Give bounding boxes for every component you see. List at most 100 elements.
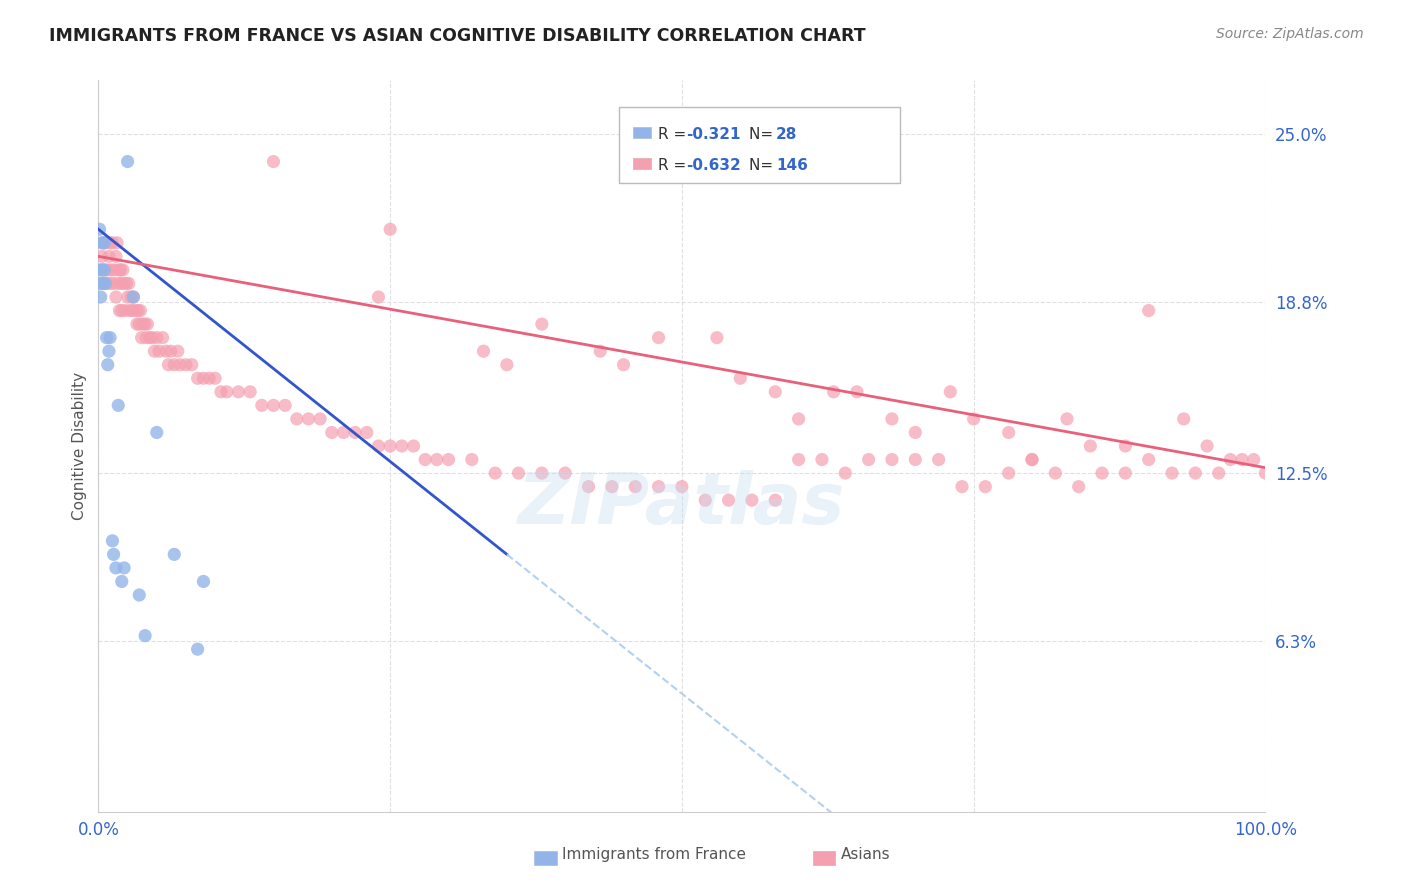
Text: R =: R = <box>658 127 692 142</box>
Point <box>250 398 273 412</box>
Point <box>1080 439 1102 453</box>
Point <box>152 331 174 345</box>
Point <box>121 303 143 318</box>
Point <box>437 452 460 467</box>
Point <box>209 384 232 399</box>
Point <box>110 263 132 277</box>
Text: -0.632: -0.632 <box>686 158 741 173</box>
Point <box>496 358 519 372</box>
Point <box>380 222 402 236</box>
Point <box>169 358 191 372</box>
Point <box>974 480 997 494</box>
Text: ZIPatlas: ZIPatlas <box>519 470 845 539</box>
Point <box>706 331 728 345</box>
Point <box>103 277 125 291</box>
Text: IMMIGRANTS FROM FRANCE VS ASIAN COGNITIVE DISABILITY CORRELATION CHART: IMMIGRANTS FROM FRANCE VS ASIAN COGNITIV… <box>49 27 866 45</box>
Point <box>134 317 156 331</box>
Point <box>96 277 118 291</box>
Point <box>695 493 717 508</box>
Point <box>111 303 134 318</box>
Point <box>309 412 332 426</box>
Point <box>131 331 153 345</box>
Point <box>1021 452 1043 467</box>
Point <box>367 439 389 453</box>
Point <box>127 303 149 318</box>
Point <box>114 303 136 318</box>
Point <box>484 466 506 480</box>
Point <box>530 466 553 480</box>
Point <box>391 439 413 453</box>
Point <box>104 249 127 263</box>
Point <box>1184 466 1206 480</box>
Point <box>367 290 389 304</box>
Text: Asians: Asians <box>841 847 890 862</box>
Point <box>1219 452 1241 467</box>
Point <box>1254 466 1277 480</box>
Point <box>426 452 449 467</box>
Point <box>787 412 810 426</box>
Point <box>118 303 141 318</box>
Point <box>112 561 135 575</box>
Point <box>671 480 693 494</box>
Text: 28: 28 <box>776 127 797 142</box>
Point <box>997 466 1019 480</box>
Point <box>297 412 319 426</box>
Point <box>117 290 139 304</box>
Point <box>155 344 177 359</box>
Point <box>950 480 973 494</box>
Point <box>402 439 425 453</box>
Point <box>624 480 647 494</box>
Point <box>90 263 112 277</box>
Point <box>125 317 148 331</box>
Point <box>1056 412 1078 426</box>
Text: Immigrants from France: Immigrants from France <box>562 847 747 862</box>
Point <box>136 317 159 331</box>
Point <box>962 412 984 426</box>
Point <box>134 629 156 643</box>
Point <box>1114 466 1136 480</box>
Point <box>1208 466 1230 480</box>
Point <box>174 358 197 372</box>
Point <box>146 425 169 440</box>
Point <box>93 263 115 277</box>
Point <box>120 290 142 304</box>
Point <box>1230 452 1253 467</box>
Point <box>101 533 124 548</box>
Point <box>600 480 623 494</box>
Point <box>461 452 484 467</box>
Point <box>997 425 1019 440</box>
Point <box>98 277 121 291</box>
Point <box>187 642 209 657</box>
Point <box>157 358 180 372</box>
Point <box>1173 412 1195 426</box>
Point <box>904 425 927 440</box>
Point <box>163 547 186 561</box>
Point <box>90 263 112 277</box>
Point <box>880 452 903 467</box>
Point <box>115 277 138 291</box>
Point <box>717 493 740 508</box>
Text: N=: N= <box>749 158 779 173</box>
Text: R =: R = <box>658 158 692 173</box>
Point <box>163 358 186 372</box>
Point <box>262 154 284 169</box>
Point <box>763 493 786 508</box>
Point <box>647 331 669 345</box>
Point <box>1195 439 1218 453</box>
Point <box>90 249 112 263</box>
Point <box>108 303 131 318</box>
Point <box>880 412 903 426</box>
Point <box>98 331 121 345</box>
Point <box>91 235 114 250</box>
Point <box>97 263 120 277</box>
Point <box>1161 466 1184 480</box>
Point <box>89 277 111 291</box>
Point <box>380 439 402 453</box>
Point <box>215 384 238 399</box>
Point <box>730 371 752 385</box>
Point <box>904 452 927 467</box>
Point <box>262 398 284 412</box>
Point <box>578 480 600 494</box>
Point <box>508 466 530 480</box>
Point <box>90 235 112 250</box>
